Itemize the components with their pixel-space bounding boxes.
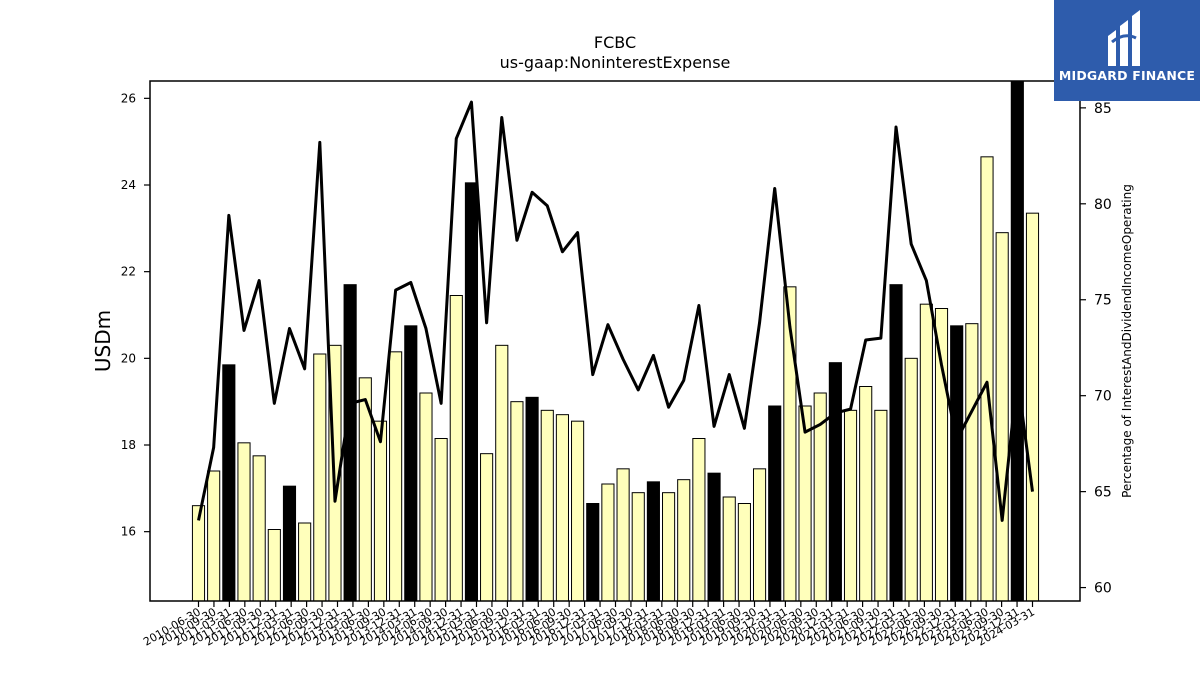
bar [237, 442, 251, 602]
midgard-logo-mark-icon [1108, 10, 1140, 66]
chart-subtitle: us-gaap:NoninterestExpense [500, 53, 731, 72]
bar [540, 409, 554, 602]
bar [267, 529, 281, 602]
bar [298, 522, 312, 602]
bar [889, 284, 903, 602]
y-tick-label: 16 [121, 525, 136, 539]
bar [919, 303, 933, 602]
brand-name: MIDGARD FINANCE [1058, 68, 1196, 83]
axis-layer: 1618202224266065707580852010-06-302010-0… [121, 91, 1112, 648]
y-tick-label: 24 [121, 178, 136, 192]
bar [571, 420, 585, 602]
y2-tick-label: 70 [1094, 389, 1112, 405]
bar [222, 364, 236, 602]
y-tick-label: 18 [121, 438, 136, 452]
bar [389, 351, 403, 602]
bar [282, 485, 297, 602]
bar [586, 503, 600, 602]
bar [752, 468, 767, 602]
bar [980, 156, 994, 602]
bar [950, 325, 964, 602]
brand-logo: MIDGARD FINANCE [1054, 0, 1200, 101]
bar [692, 438, 706, 602]
bar [252, 455, 266, 602]
bar [616, 468, 630, 602]
bar [707, 472, 721, 602]
bar [631, 492, 645, 602]
bar [737, 503, 751, 602]
bar [555, 414, 569, 602]
y2-tick-label: 85 [1094, 101, 1112, 117]
bar [480, 453, 494, 602]
y-tick-label: 22 [121, 265, 136, 279]
bar [510, 401, 524, 602]
bar [1025, 212, 1040, 602]
chart-title: FCBC [594, 33, 636, 52]
ratio-line [197, 100, 1034, 522]
y2-tick-label: 75 [1094, 293, 1112, 309]
bar [1010, 80, 1024, 602]
bar [843, 409, 858, 602]
y2-tick-label: 60 [1094, 581, 1112, 597]
y-tick-label: 26 [121, 91, 136, 105]
y2-axis-label: Percentage of InterestAndDividendIncomeO… [1120, 184, 1134, 498]
bar [449, 295, 463, 602]
bar [207, 470, 221, 602]
bar [677, 479, 691, 602]
bar [828, 362, 842, 602]
bar [768, 405, 782, 602]
bar [646, 481, 660, 602]
bar [995, 232, 1009, 602]
bar [859, 386, 873, 602]
bar [343, 284, 357, 602]
bar [722, 496, 736, 602]
bar [464, 182, 479, 602]
y-axis-label: USDm [91, 310, 115, 372]
y2-tick-label: 65 [1094, 485, 1112, 501]
bar [525, 396, 539, 602]
bar [601, 483, 615, 602]
bar [874, 409, 888, 602]
bar [904, 357, 918, 602]
bar [798, 405, 812, 602]
y-tick-label: 20 [121, 351, 136, 365]
bar [373, 420, 388, 602]
bar [434, 438, 448, 602]
bar [404, 325, 418, 602]
bar [662, 492, 676, 602]
line-layer [197, 100, 1034, 522]
y2-tick-label: 80 [1094, 197, 1112, 213]
bar [419, 392, 433, 602]
bar [495, 344, 509, 602]
bar [313, 353, 327, 602]
bar [934, 308, 949, 602]
bar [965, 323, 979, 602]
